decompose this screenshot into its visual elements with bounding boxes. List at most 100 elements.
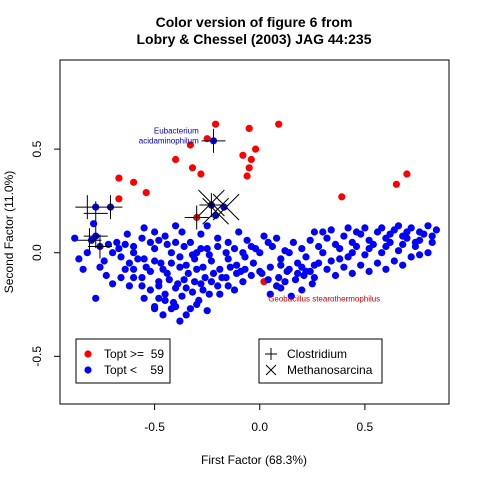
data-point (239, 151, 247, 159)
data-point (214, 242, 222, 251)
data-point (188, 288, 197, 296)
clostridium-marker (83, 224, 108, 249)
data-point (216, 290, 224, 298)
data-point (365, 245, 373, 253)
data-point (109, 280, 117, 288)
data-point (207, 257, 215, 265)
data-point (155, 294, 163, 302)
data-point (130, 274, 138, 282)
data-point (315, 259, 323, 267)
data-point (138, 282, 146, 290)
data-point (214, 282, 222, 290)
data-point (224, 255, 232, 263)
data-point (199, 286, 207, 294)
data-point (224, 282, 232, 290)
data-point (348, 269, 356, 277)
data-point (373, 259, 382, 267)
data-point (365, 236, 373, 244)
y-axis: -0.5 0.0 0.5 (30, 140, 61, 367)
data-point (178, 292, 186, 300)
data-point (319, 249, 327, 257)
data-point (291, 276, 300, 284)
data-point (205, 290, 213, 298)
legend-taxa-box (258, 338, 383, 384)
data-point (75, 255, 83, 263)
data-point (142, 189, 150, 197)
data-point (403, 228, 411, 236)
legend-cross-icon (265, 364, 277, 376)
data-point (245, 124, 253, 132)
data-point (130, 249, 138, 257)
chart-title: Color version of figure 6 from (156, 14, 353, 30)
data-point (256, 249, 264, 257)
marker-diag-b (202, 197, 229, 225)
data-point (273, 282, 281, 290)
data-point (273, 234, 281, 242)
data-point (287, 292, 295, 300)
data-point (184, 269, 192, 277)
data-point (348, 249, 356, 257)
data-point (100, 257, 108, 265)
data-point (344, 224, 352, 232)
data-point (266, 290, 274, 298)
data-point (159, 265, 167, 273)
data-point (338, 193, 346, 201)
data-point (275, 274, 283, 282)
data-point (172, 155, 180, 164)
data-point (161, 290, 169, 298)
data-point (390, 257, 398, 265)
data-point (357, 261, 365, 269)
annotation-text: Eubacterium (154, 127, 199, 136)
data-point (249, 259, 257, 267)
data-point (432, 226, 440, 234)
data-point (180, 276, 188, 284)
data-point (205, 251, 213, 259)
x-axis-label: First Factor (68.3%) (201, 453, 307, 467)
data-point (327, 257, 335, 265)
data-point (352, 228, 361, 236)
data-point (289, 238, 297, 246)
data-point (197, 245, 205, 253)
y-tick-label: 0.0 (30, 244, 44, 261)
data-point (308, 280, 316, 288)
data-point (428, 238, 436, 246)
data-point (151, 228, 159, 236)
annotation-text: Geobacillus stearothermophilus (268, 294, 380, 303)
data-point (174, 280, 182, 288)
data-point (197, 230, 205, 238)
data-point (182, 284, 190, 292)
data-point (146, 286, 154, 294)
data-point (207, 278, 215, 286)
data-point (424, 222, 432, 230)
data-point (266, 263, 274, 271)
data-point (109, 249, 117, 257)
data-point (140, 255, 148, 263)
marker-diag-b (212, 193, 240, 221)
data-point (264, 276, 272, 284)
data-point (203, 245, 211, 253)
data-point (214, 234, 222, 242)
data-point (199, 263, 207, 271)
clostridium-marker (77, 228, 102, 253)
series-topt-low (71, 137, 440, 325)
data-point (361, 251, 369, 259)
data-point (197, 170, 205, 178)
data-point (424, 249, 432, 257)
data-point (159, 311, 167, 319)
data-point (161, 232, 169, 240)
clostridium-markers (75, 128, 226, 259)
data-point (130, 242, 138, 251)
data-point (113, 238, 121, 246)
data-point (191, 278, 199, 286)
data-point (233, 269, 241, 277)
data-point (151, 245, 159, 253)
data-point (176, 253, 184, 261)
data-point (256, 267, 264, 275)
y-tick-label: -0.5 (30, 346, 44, 367)
data-point (176, 317, 184, 325)
data-point (399, 240, 407, 248)
data-point (201, 274, 209, 282)
data-point (239, 278, 247, 286)
data-point (115, 245, 123, 253)
